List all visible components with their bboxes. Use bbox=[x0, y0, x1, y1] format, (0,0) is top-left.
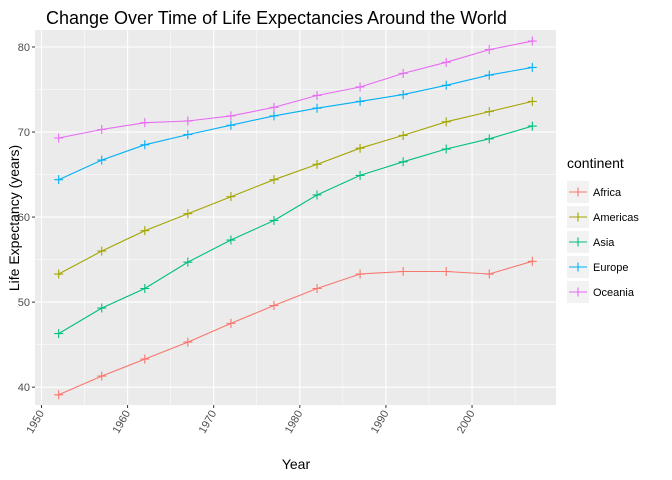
data-point-oceania bbox=[441, 57, 451, 67]
x-tick-label: 1970 bbox=[197, 409, 220, 436]
series-line-africa bbox=[58, 260, 533, 396]
data-point-europe bbox=[312, 103, 322, 113]
data-point-europe bbox=[484, 70, 494, 80]
data-point-europe bbox=[269, 111, 279, 121]
data-point-americas bbox=[269, 175, 279, 185]
data-point-oceania bbox=[97, 124, 107, 134]
data-point-africa bbox=[97, 371, 107, 381]
data-point-europe bbox=[183, 130, 193, 140]
legend-label-oceania: Oceania bbox=[593, 287, 635, 299]
data-point-asia bbox=[269, 215, 279, 225]
data-point-americas bbox=[97, 246, 107, 256]
data-point-oceania bbox=[527, 36, 537, 46]
x-tick-label: 1980 bbox=[283, 409, 306, 436]
x-tick-label: 1960 bbox=[111, 409, 134, 436]
data-point-africa bbox=[183, 337, 193, 347]
data-point-africa bbox=[355, 269, 365, 279]
data-point-americas bbox=[140, 226, 150, 236]
y-axis-ticks: 40 50 60 70 80 bbox=[18, 42, 35, 394]
legend-key-marker bbox=[573, 237, 583, 247]
data-point-oceania bbox=[54, 133, 64, 143]
legend-label-asia: Asia bbox=[593, 237, 615, 249]
series-line-europe bbox=[58, 66, 533, 181]
series-points bbox=[54, 36, 537, 400]
legend-key-marker bbox=[573, 212, 583, 222]
data-point-americas bbox=[226, 192, 236, 202]
data-point-europe bbox=[226, 120, 236, 130]
y-tick-label: 50 bbox=[18, 297, 30, 309]
y-axis-title: Life Expectancy (years) bbox=[6, 145, 22, 291]
y-tick-label: 70 bbox=[18, 127, 30, 139]
data-point-africa bbox=[226, 318, 236, 328]
data-point-asia bbox=[312, 190, 322, 200]
data-point-africa bbox=[484, 269, 494, 279]
data-point-europe bbox=[54, 175, 64, 185]
data-point-asia bbox=[54, 329, 64, 339]
data-point-oceania bbox=[312, 90, 322, 100]
legend-key-marker bbox=[573, 187, 583, 197]
data-point-africa bbox=[312, 284, 322, 294]
data-point-africa bbox=[269, 301, 279, 311]
y-tick-label: 80 bbox=[18, 42, 30, 54]
y-tick-label: 40 bbox=[18, 382, 30, 394]
data-point-africa bbox=[140, 354, 150, 364]
data-point-americas bbox=[527, 96, 537, 106]
data-point-asia bbox=[484, 134, 494, 144]
data-point-americas bbox=[355, 143, 365, 153]
legend-key-marker bbox=[573, 287, 583, 297]
data-point-africa bbox=[441, 266, 451, 276]
data-point-europe bbox=[441, 80, 451, 90]
data-point-africa bbox=[398, 266, 408, 276]
chart-title: Change Over Time of Life Expectancies Ar… bbox=[46, 8, 507, 28]
data-point-oceania bbox=[484, 45, 494, 55]
legend: continent Africa Americas Asia Europe Oceani… bbox=[567, 155, 639, 303]
data-point-americas bbox=[183, 209, 193, 219]
x-tick-label: 2000 bbox=[455, 409, 478, 436]
data-point-americas bbox=[484, 107, 494, 117]
legend-label-africa: Africa bbox=[593, 187, 622, 199]
series-line-asia bbox=[58, 125, 533, 335]
x-axis-ticks: 1950 1960 1970 1980 1990 2000 bbox=[24, 405, 478, 436]
data-point-asia bbox=[398, 157, 408, 167]
legend-label-americas: Americas bbox=[593, 212, 639, 224]
data-point-asia bbox=[226, 235, 236, 245]
series-lines bbox=[58, 40, 533, 396]
data-point-oceania bbox=[140, 118, 150, 128]
data-point-oceania bbox=[183, 116, 193, 126]
series-line-oceania bbox=[58, 40, 533, 139]
data-point-europe bbox=[140, 140, 150, 150]
data-point-oceania bbox=[398, 68, 408, 78]
data-point-americas bbox=[398, 130, 408, 140]
data-point-asia bbox=[527, 121, 537, 131]
series-line-americas bbox=[58, 100, 533, 275]
data-point-africa bbox=[527, 256, 537, 266]
legend-title: continent bbox=[567, 155, 624, 171]
data-point-americas bbox=[441, 117, 451, 127]
data-point-europe bbox=[97, 155, 107, 165]
data-point-asia bbox=[183, 257, 193, 267]
legend-label-europe: Europe bbox=[593, 262, 628, 274]
legend-key-marker bbox=[573, 262, 583, 272]
data-point-asia bbox=[441, 144, 451, 154]
data-point-oceania bbox=[355, 82, 365, 92]
y-tick-label: 60 bbox=[18, 212, 30, 224]
data-point-americas bbox=[54, 269, 64, 279]
data-point-asia bbox=[355, 170, 365, 180]
data-point-asia bbox=[97, 303, 107, 313]
data-point-africa bbox=[54, 390, 64, 400]
data-point-europe bbox=[527, 62, 537, 72]
data-point-europe bbox=[355, 96, 365, 106]
x-tick-label: 1990 bbox=[369, 409, 392, 436]
data-point-oceania bbox=[269, 102, 279, 112]
data-point-asia bbox=[140, 284, 150, 294]
data-point-americas bbox=[312, 159, 322, 169]
x-tick-label: 1950 bbox=[24, 409, 47, 436]
data-point-europe bbox=[398, 90, 408, 100]
gridlines bbox=[35, 30, 556, 405]
data-point-oceania bbox=[226, 111, 236, 121]
x-axis-title: Year bbox=[282, 456, 311, 472]
